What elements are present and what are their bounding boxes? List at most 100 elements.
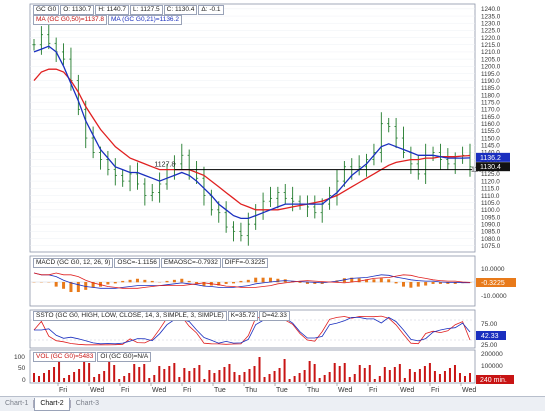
macd-histogram-bar [262,278,265,283]
volume-bar [369,365,371,382]
macd-histogram-bar [55,282,58,287]
macd-histogram-bar [409,282,412,288]
price-ytick-label: 1090.0 [481,221,501,228]
volume-bar [449,368,451,382]
price-ytick-label: 1145.0 [481,143,500,150]
vol-left-tick-50: 50 [18,365,26,372]
volume-bar [68,375,70,382]
volume-bar [33,373,35,382]
price-ytick-label: 1165.0 [481,114,500,121]
volume-bar [264,377,266,382]
volume-bar [344,363,346,382]
volume-bar [419,369,421,382]
price-ytick-label: 1110.0 [481,193,500,200]
time-label: Fri [431,387,440,394]
tab-chart-2[interactable]: Chart-2 [34,398,69,411]
volume-bar [158,366,160,382]
macd-histogram-bar [166,281,169,282]
legend-close: C: 1130.4 [164,5,198,15]
price-ytick-label: 1205.0 [481,56,501,63]
macd-histogram-bar [424,282,427,286]
volume-bar [123,376,125,382]
volume-bar [178,377,180,382]
vol-left-tick-100: 100 [14,354,25,361]
time-label: Fri [183,387,192,394]
legend-macd: MACD (GC G0, 12, 26, 9) [33,258,113,268]
volume-bar [379,376,381,382]
legend-change: Δ: -0.1 [198,5,223,15]
legend-vol: VOL (GC G0)=5483 [33,352,96,362]
volume-bar [108,362,110,382]
macd-histogram-bar [395,282,398,283]
volume-bar [339,366,341,382]
time-label: Fri [121,387,130,394]
ma-legend: MA (GC G0,50)=1137.8 MA (GC G0,21)=1136.… [33,15,183,25]
price-ytick-label: 1125.0 [481,171,500,178]
volume-bar [233,372,235,382]
volume-bar [193,368,195,382]
legend-symbol: GC G0 [33,5,59,15]
time-label: Tue [214,387,226,394]
volume-bar [259,357,261,382]
volume-bar [98,374,100,382]
volume-bar [444,371,446,382]
volume-bar [349,377,351,382]
legend-high: H: 1140.7 [95,5,129,15]
volume-bar [223,367,225,382]
price-ytick-label: 1075.0 [481,243,501,250]
tab-chart-3[interactable]: Chart-3 [71,398,104,410]
volume-bar [464,376,466,382]
time-label: Wed [338,387,352,394]
volume-bar [93,377,95,382]
volume-bar [168,366,170,382]
volume-bar [414,372,416,382]
price-ytick-label: 1170.0 [481,107,500,114]
price-ytick-label: 1190.0 [481,78,500,85]
volume-bar [173,363,175,382]
volume-bar [434,371,436,382]
volume-bar [243,372,245,382]
volume-bar [218,370,220,382]
macd-histogram-bar [432,282,435,284]
volume-bar [138,367,140,382]
price-ytick-label: 1160.0 [481,121,500,128]
ssto-ytick-75: 75.00 [481,321,498,328]
volume-bar [153,375,155,382]
volume-bar [148,378,150,382]
macd-histogram-bar [239,281,242,282]
macd-histogram-bar [151,281,154,282]
volume-bar [163,369,165,382]
volume-bar [113,365,115,382]
volume-bar [83,360,85,382]
vol-right-tick-200000: 200000 [481,351,503,358]
legend-oi: OI (GC G0)=N/A [97,352,151,362]
price-ytick-label: 1180.0 [481,92,500,99]
price-y-axis: 1240.01235.01230.01225.01220.01215.01210… [481,6,501,250]
vol-right-tick-100000: 100000 [481,363,503,370]
volume-bar [429,363,431,382]
price-ytick-label: 1185.0 [481,85,500,92]
ssto-ytick-25: 25.00 [481,342,498,349]
volume-bar [213,373,215,382]
price-ytick-label: 1155.0 [481,128,500,135]
legend-ssto-k: K=35.72 [228,311,258,321]
volume-bar [198,365,200,382]
volume-bar [78,369,80,382]
volume-bar [384,367,386,382]
time-label: Thu [245,387,257,394]
legend-macd-diff: DIFF=-0.3225 [222,258,268,268]
vol-badge: 240 min. [480,377,507,384]
ssto-legend: SSTO (GC G0, HIGH, LOW, CLOSE, 14, 3, SI… [33,311,291,321]
volume-bar [183,368,185,382]
volume-bar [459,373,461,382]
macd-badge: -0.3225 [481,280,505,287]
volume-bar [43,373,45,382]
volume-bar [289,379,291,382]
macd-histogram-bar [62,282,65,289]
macd-ytick-bottom: -10.0000 [481,293,507,300]
macd-histogram-bar [225,282,228,284]
macd-histogram-bar [276,279,279,283]
volume-bar [208,370,210,382]
time-label: Fri [369,387,378,394]
tab-chart-1[interactable]: Chart-1 [0,398,33,410]
